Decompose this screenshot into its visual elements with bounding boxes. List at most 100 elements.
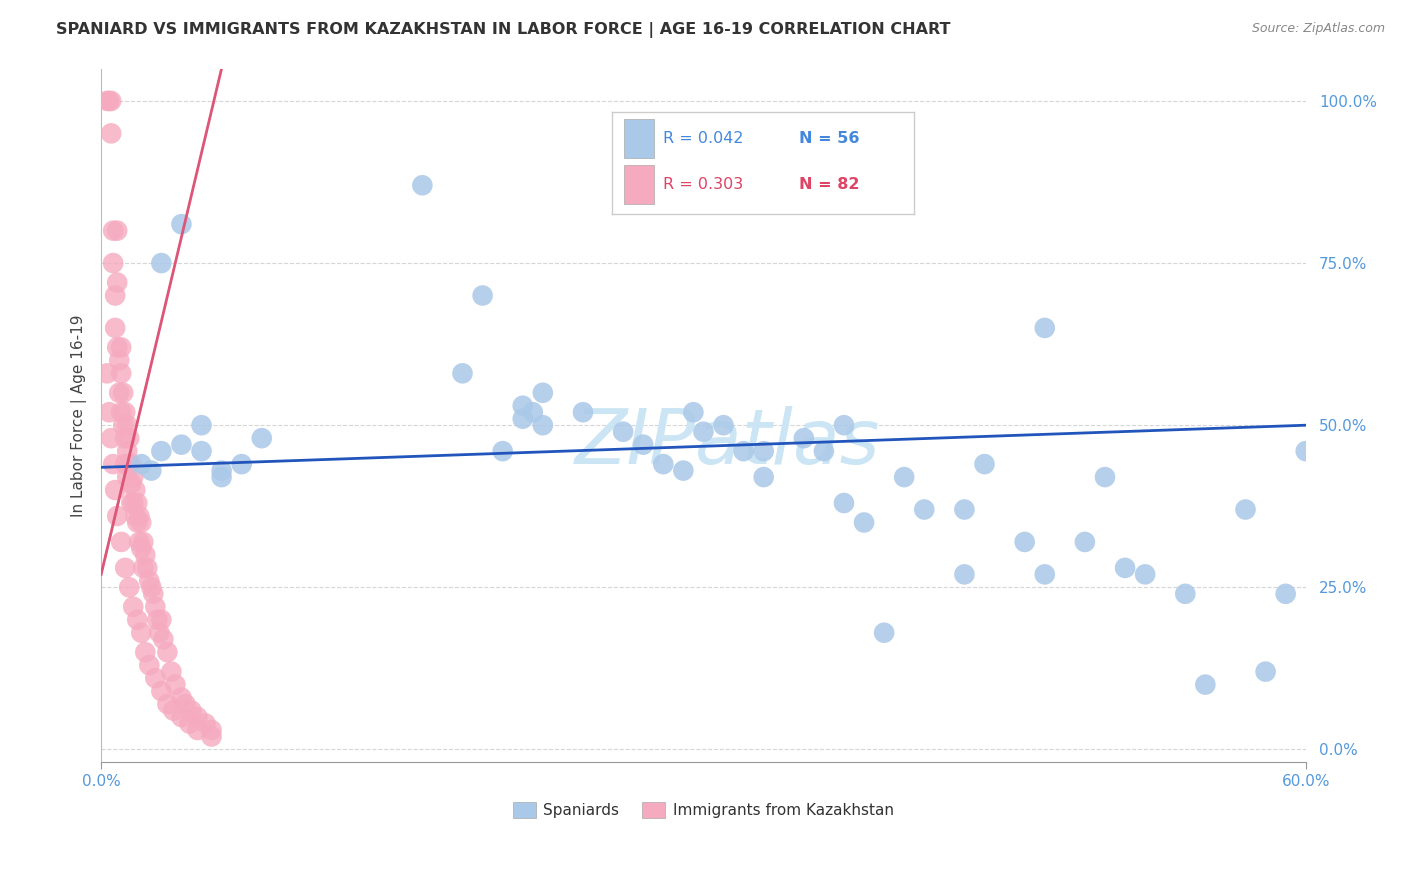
Spaniards <box>953 502 976 516</box>
Spaniards <box>752 470 775 484</box>
Immigrants from Kazakhstan <box>118 580 141 594</box>
Text: Source: ZipAtlas.com: Source: ZipAtlas.com <box>1251 22 1385 36</box>
Immigrants from Kazakhstan <box>150 684 173 698</box>
Bar <box>624 165 654 204</box>
Immigrants from Kazakhstan <box>96 94 118 108</box>
Spaniards <box>682 405 704 419</box>
Immigrants from Kazakhstan <box>115 444 138 458</box>
Immigrants from Kazakhstan <box>122 470 145 484</box>
Immigrants from Kazakhstan <box>104 321 127 335</box>
Spaniards <box>612 425 634 439</box>
Spaniards <box>652 457 675 471</box>
Immigrants from Kazakhstan <box>136 561 159 575</box>
Spaniards <box>1033 321 1056 335</box>
Immigrants from Kazakhstan <box>110 340 132 354</box>
Immigrants from Kazakhstan <box>122 599 145 614</box>
Immigrants from Kazakhstan <box>101 457 124 471</box>
Immigrants from Kazakhstan <box>179 716 201 731</box>
Immigrants from Kazakhstan <box>98 405 121 419</box>
Spaniards <box>793 431 815 445</box>
Spaniards <box>170 217 193 231</box>
Spaniards <box>1133 567 1156 582</box>
Immigrants from Kazakhstan <box>128 508 150 523</box>
Text: R = 0.042: R = 0.042 <box>664 130 744 145</box>
Immigrants from Kazakhstan <box>101 224 124 238</box>
Immigrants from Kazakhstan <box>148 625 170 640</box>
Legend: Spaniards, Immigrants from Kazakhstan: Spaniards, Immigrants from Kazakhstan <box>506 796 900 824</box>
Spaniards <box>631 437 654 451</box>
Immigrants from Kazakhstan <box>186 710 208 724</box>
Spaniards <box>832 418 855 433</box>
Immigrants from Kazakhstan <box>174 697 197 711</box>
Spaniards <box>1295 444 1317 458</box>
Immigrants from Kazakhstan <box>112 385 135 400</box>
Immigrants from Kazakhstan <box>105 508 128 523</box>
Immigrants from Kazakhstan <box>128 535 150 549</box>
Spaniards <box>893 470 915 484</box>
Immigrants from Kazakhstan <box>105 224 128 238</box>
Immigrants from Kazakhstan <box>129 541 152 556</box>
Immigrants from Kazakhstan <box>120 496 142 510</box>
Spaniards <box>141 464 163 478</box>
Immigrants from Kazakhstan <box>105 340 128 354</box>
Text: N = 82: N = 82 <box>799 177 859 192</box>
Spaniards <box>733 444 755 458</box>
Immigrants from Kazakhstan <box>108 353 131 368</box>
Bar <box>624 119 654 158</box>
Immigrants from Kazakhstan <box>160 665 183 679</box>
Immigrants from Kazakhstan <box>200 730 222 744</box>
Spaniards <box>813 444 835 458</box>
Immigrants from Kazakhstan <box>100 127 122 141</box>
Spaniards <box>512 399 534 413</box>
Spaniards <box>471 288 494 302</box>
Immigrants from Kazakhstan <box>162 704 184 718</box>
Immigrants from Kazakhstan <box>101 256 124 270</box>
Immigrants from Kazakhstan <box>146 613 169 627</box>
Immigrants from Kazakhstan <box>138 658 160 673</box>
Immigrants from Kazakhstan <box>110 405 132 419</box>
Immigrants from Kazakhstan <box>134 645 156 659</box>
Spaniards <box>973 457 995 471</box>
Spaniards <box>1234 502 1257 516</box>
Spaniards <box>713 418 735 433</box>
Immigrants from Kazakhstan <box>143 599 166 614</box>
Spaniards <box>1194 678 1216 692</box>
Spaniards <box>211 464 233 478</box>
Spaniards <box>512 411 534 425</box>
Immigrants from Kazakhstan <box>180 704 202 718</box>
Spaniards <box>572 405 595 419</box>
Immigrants from Kazakhstan <box>124 483 146 497</box>
Spaniards <box>190 418 212 433</box>
Spaniards <box>170 437 193 451</box>
Immigrants from Kazakhstan <box>104 288 127 302</box>
Spaniards <box>150 256 173 270</box>
Immigrants from Kazakhstan <box>170 690 193 705</box>
Spaniards <box>492 444 515 458</box>
Text: ZIPatlas: ZIPatlas <box>575 406 880 480</box>
Immigrants from Kazakhstan <box>132 561 155 575</box>
Immigrants from Kazakhstan <box>127 516 149 530</box>
Text: N = 56: N = 56 <box>799 130 859 145</box>
Immigrants from Kazakhstan <box>115 470 138 484</box>
Spaniards <box>531 385 554 400</box>
Immigrants from Kazakhstan <box>104 483 127 497</box>
Immigrants from Kazakhstan <box>114 457 136 471</box>
Spaniards <box>832 496 855 510</box>
Immigrants from Kazakhstan <box>170 710 193 724</box>
Immigrants from Kazakhstan <box>118 457 141 471</box>
Immigrants from Kazakhstan <box>105 276 128 290</box>
Immigrants from Kazakhstan <box>156 697 179 711</box>
Immigrants from Kazakhstan <box>118 431 141 445</box>
Immigrants from Kazakhstan <box>134 548 156 562</box>
Immigrants from Kazakhstan <box>114 431 136 445</box>
Spaniards <box>1074 535 1097 549</box>
Immigrants from Kazakhstan <box>132 535 155 549</box>
Immigrants from Kazakhstan <box>165 678 187 692</box>
Immigrants from Kazakhstan <box>186 723 208 737</box>
Immigrants from Kazakhstan <box>152 632 174 647</box>
Spaniards <box>190 444 212 458</box>
Spaniards <box>873 625 896 640</box>
Immigrants from Kazakhstan <box>112 418 135 433</box>
Spaniards <box>451 367 474 381</box>
Immigrants from Kazakhstan <box>150 613 173 627</box>
